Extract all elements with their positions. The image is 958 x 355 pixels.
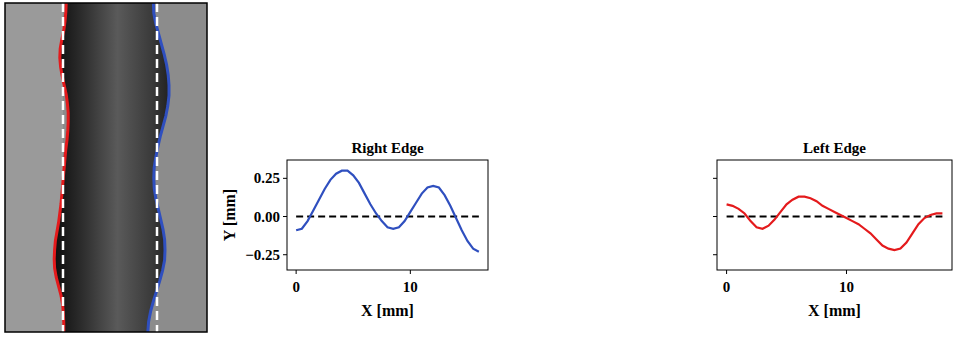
image-edge <box>54 3 68 332</box>
x-tick <box>846 270 847 274</box>
plot-frame <box>287 160 488 270</box>
figure: 0 10 −0.25 0.00 0.25 Right Edge X [mm] Y [mm] 0 1… <box>0 0 958 355</box>
data-line <box>727 197 943 250</box>
plot-area <box>296 171 479 252</box>
y-tick <box>713 216 717 217</box>
image-band <box>54 3 169 332</box>
image-left-field <box>5 3 63 332</box>
plot-frame <box>717 160 952 270</box>
image-edge <box>148 3 169 332</box>
reference-line <box>727 216 943 218</box>
x-tick-label: 10 <box>403 279 418 295</box>
panel-title: Left Edge <box>803 140 866 156</box>
y-tick <box>713 178 717 179</box>
y-tick <box>283 216 287 217</box>
image-frame <box>5 3 207 332</box>
edge-image <box>5 3 207 332</box>
reference-line <box>296 216 479 218</box>
panel: 0 10 −0.25 0.00 0.25 Right Edge X [mm] Y [mm] <box>221 140 488 319</box>
image-reference-line <box>156 3 159 332</box>
x-tick-label: 0 <box>723 279 731 295</box>
x-tick <box>726 270 727 274</box>
y-tick <box>283 178 287 179</box>
panel-title: Right Edge <box>351 140 423 156</box>
y-tick-label: 0.00 <box>254 209 280 225</box>
y-tick <box>283 254 287 255</box>
x-axis-title: X [mm] <box>361 302 414 319</box>
plot-area <box>727 197 943 250</box>
x-tick <box>410 270 411 274</box>
y-tick-label: −0.25 <box>245 247 280 263</box>
y-tick-label: 0.25 <box>254 170 280 186</box>
panel: 0 10 Left Edge X [mm] <box>713 140 952 319</box>
x-axis-title: X [mm] <box>808 302 861 319</box>
y-tick <box>713 254 717 255</box>
x-tick <box>296 270 297 274</box>
x-tick-label: 10 <box>839 279 854 295</box>
data-line <box>296 171 479 252</box>
image-reference-line <box>62 3 65 332</box>
image-background <box>5 3 207 332</box>
x-tick-label: 0 <box>292 279 300 295</box>
y-axis-title: Y [mm] <box>221 189 238 241</box>
